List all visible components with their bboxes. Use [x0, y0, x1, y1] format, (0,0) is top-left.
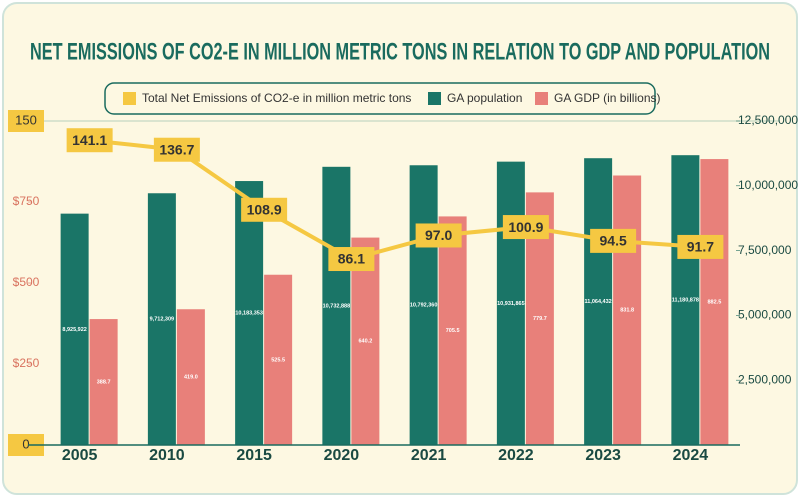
y3-tick-label: $750: [13, 194, 40, 208]
point-label: 136.7: [159, 141, 194, 157]
legend-label: GA population: [447, 91, 522, 105]
bar: [409, 165, 438, 445]
x-tick-label: 2020: [324, 447, 360, 464]
bar: [147, 193, 176, 445]
bar: [496, 161, 525, 445]
y-tick-box: [8, 434, 44, 456]
chart-title: NET EMISSIONS OF CO2-E IN MILLION METRIC…: [30, 38, 770, 65]
point-label-box: [241, 197, 288, 222]
legend-swatch: [428, 92, 441, 105]
bar: [613, 175, 642, 445]
legend-label: Total Net Emissions of CO2-e in million …: [142, 91, 411, 105]
x-tick-label: 2015: [236, 447, 272, 464]
point-label: 91.7: [687, 239, 714, 255]
bar-value-label: 705.5: [446, 328, 460, 334]
point-label: 141.1: [72, 132, 107, 148]
bar-value-label: 11,064,432: [585, 299, 612, 305]
bar-value-label: 882.5: [707, 299, 721, 305]
point-label-box: [502, 215, 549, 240]
point-label: 94.5: [600, 233, 627, 249]
bar-value-label: 10,732,888: [323, 303, 351, 309]
bar-value-label: 10,931,865: [497, 301, 525, 307]
bar-value-label: 640.2: [358, 339, 372, 345]
bar: [351, 237, 380, 445]
x-tick-label: 2021: [411, 447, 447, 464]
y-tick-label: 0: [22, 436, 29, 451]
bar-value-label: 388.7: [97, 379, 111, 385]
point-label: 97.0: [425, 227, 452, 243]
y3-tick-label: $250: [13, 356, 40, 370]
bar: [671, 155, 700, 445]
x-tick-label: 2005: [62, 447, 98, 464]
point-label: 108.9: [247, 201, 282, 217]
legend-swatch: [535, 92, 548, 105]
y3-tick-label: $500: [13, 275, 40, 289]
legend-box: [104, 82, 656, 115]
point-label-box: [328, 247, 375, 272]
x-tick-label: 2010: [149, 447, 185, 464]
bar: [584, 158, 613, 446]
bar: [700, 159, 729, 445]
legend-label: GA GDP (in billions): [554, 91, 660, 105]
y2-tick-label: 10,000,000: [738, 178, 798, 192]
bar: [176, 309, 205, 445]
point-label-box: [677, 234, 724, 259]
point-label-box: [153, 137, 200, 162]
bar: [89, 319, 118, 445]
y-tick-label: 150: [15, 112, 37, 127]
bar: [264, 274, 293, 445]
legend-swatch: [123, 92, 136, 105]
y2-tick-label: 5,000,000: [738, 308, 792, 322]
bar: [438, 216, 467, 445]
x-tick-label: 2022: [498, 447, 534, 464]
bar: [322, 166, 351, 446]
x-tick-label: 2024: [673, 447, 709, 464]
bar-value-label: 9,712,309: [150, 317, 174, 323]
bar-value-label: 525.5: [271, 357, 285, 363]
point-label-box: [415, 223, 462, 248]
bar-value-label: 10,792,360: [410, 303, 438, 309]
bar-value-label: 419.0: [184, 375, 198, 381]
y2-tick-label: 2,500,000: [738, 372, 792, 386]
bar: [60, 213, 89, 445]
y2-tick-label: 7,500,000: [738, 243, 792, 257]
bar-value-label: 10,183,353: [235, 310, 263, 316]
bar-value-label: 831.8: [620, 308, 634, 314]
bar-value-label: 11,180,878: [672, 298, 699, 304]
bar: [235, 181, 264, 445]
x-tick-label: 2023: [585, 447, 621, 464]
bar-value-label: 779.7: [533, 316, 547, 322]
point-label: 100.9: [508, 219, 543, 235]
point-label-box: [590, 228, 637, 253]
point-label: 86.1: [338, 251, 365, 267]
point-label-box: [66, 128, 113, 153]
bar-value-label: 8,925,922: [62, 327, 86, 333]
y-tick-box: [8, 110, 44, 132]
y2-tick-label: 12,500,000: [738, 113, 798, 127]
